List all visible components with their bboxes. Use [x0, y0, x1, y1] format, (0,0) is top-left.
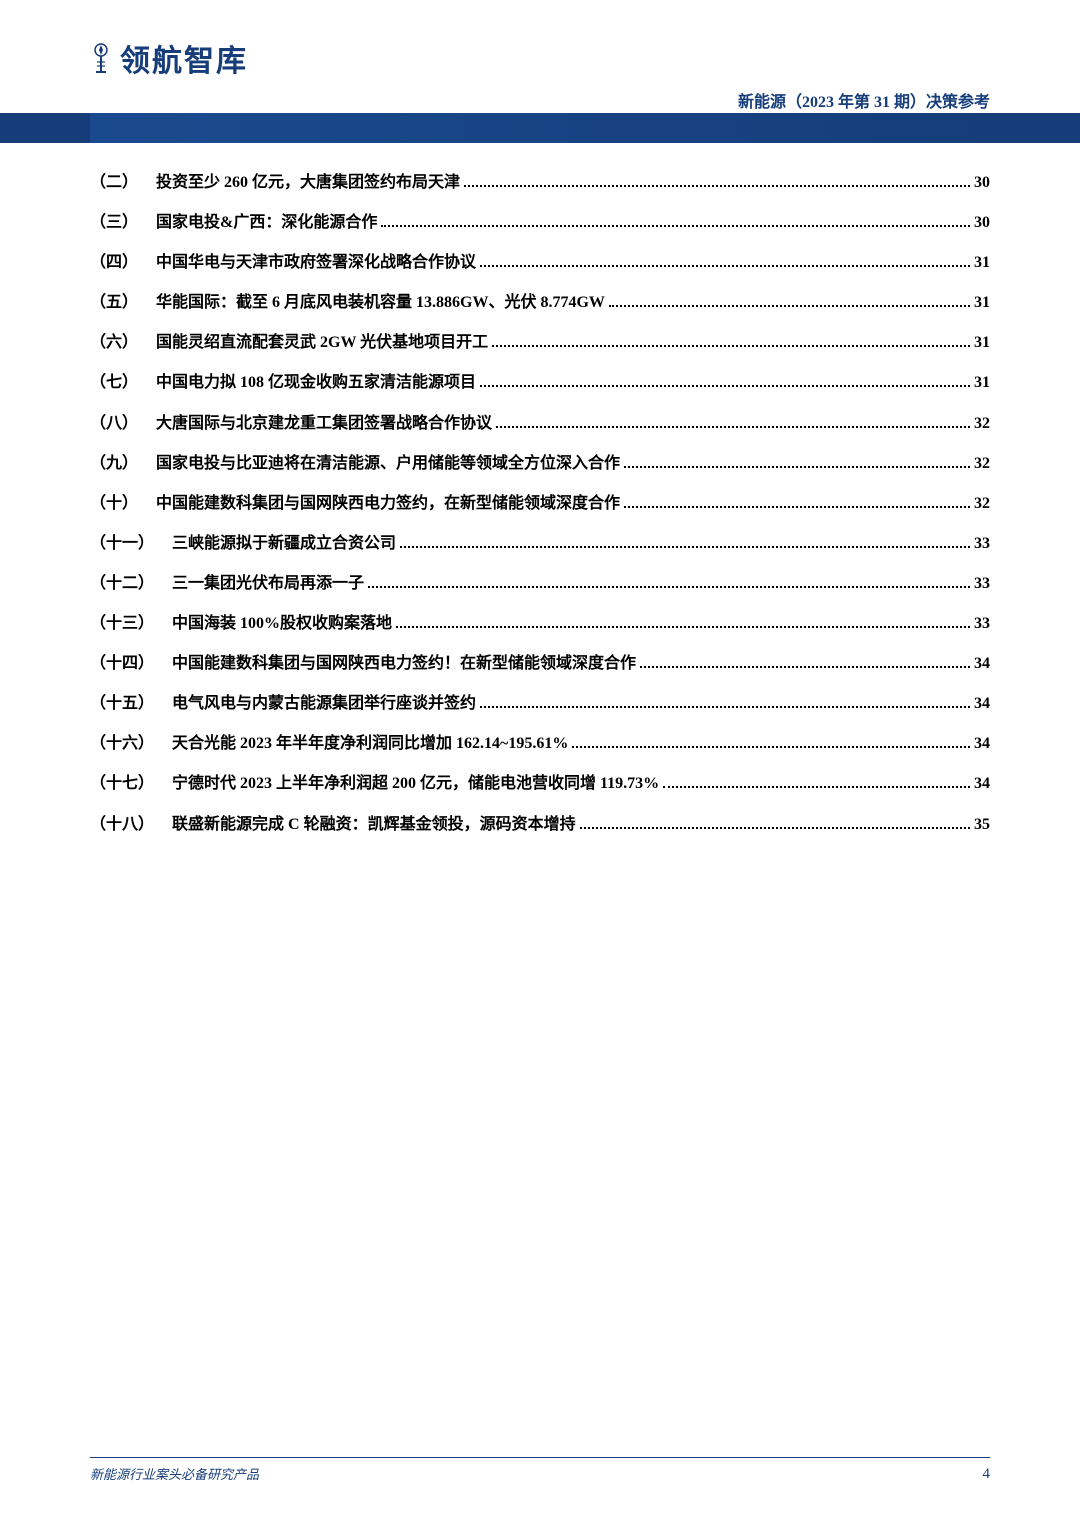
toc-entry-page: 35	[972, 812, 990, 838]
toc-leader-dots	[400, 546, 970, 548]
toc-entry-number: （十）	[90, 491, 138, 517]
toc-entry-title: 中国能建数科集团与国网陕西电力签约，在新型储能领域深度合作	[156, 491, 622, 517]
toc-entry-title: 国家电投&广西：深化能源合作	[156, 210, 379, 236]
toc-entry-number: （十七）	[90, 771, 154, 797]
toc-entry-page: 34	[972, 771, 990, 797]
toc-entry: （十一） 三峡能源拟于新疆成立合资公司 33	[90, 531, 990, 557]
toc-leader-dots	[663, 786, 970, 788]
toc-entry-number: （七）	[90, 370, 138, 396]
toc-entry-number: （十五）	[90, 691, 154, 717]
toc-entry-title: 联盛新能源完成 C 轮融资：凯辉基金领投，源码资本增持	[172, 812, 578, 838]
toc-entry-number: （九）	[90, 451, 138, 477]
toc-leader-dots	[381, 225, 970, 227]
toc-entry-page: 34	[972, 691, 990, 717]
toc-entry-page: 31	[972, 250, 990, 276]
header-banner-inner	[90, 113, 990, 143]
toc-entry-page: 30	[972, 170, 990, 196]
toc-leader-dots	[480, 385, 970, 387]
toc-entry-number: （十一）	[90, 531, 154, 557]
toc-leader-dots	[580, 827, 970, 829]
document-page: 领航智库 新能源（2023 年第 31 期）决策参考 （二） 投资至少 260 亿…	[0, 0, 1080, 1528]
toc-entry-page: 31	[972, 330, 990, 356]
toc-entry: （四） 中国华电与天津市政府签署深化战略合作协议 31	[90, 250, 990, 276]
toc-entry: （十） 中国能建数科集团与国网陕西电力签约，在新型储能领域深度合作 32	[90, 491, 990, 517]
footer-divider	[90, 1457, 990, 1458]
toc-entry: （七） 中国电力拟 108 亿现金收购五家清洁能源项目 31	[90, 370, 990, 396]
toc-entry-title: 国家电投与比亚迪将在清洁能源、户用储能等领域全方位深入合作	[156, 451, 622, 477]
toc-leader-dots	[609, 305, 970, 307]
toc-entry-number: （十三）	[90, 611, 154, 637]
table-of-contents: （二） 投资至少 260 亿元，大唐集团签约布局天津 30 （三） 国家电投&广西：深化…	[90, 170, 990, 852]
toc-entry-number: （十八）	[90, 812, 154, 838]
toc-entry: （二） 投资至少 260 亿元，大唐集团签约布局天津 30	[90, 170, 990, 196]
toc-entry: （五） 华能国际：截至 6 月底风电装机容量 13.886GW、光伏 8.774G…	[90, 290, 990, 316]
toc-leader-dots	[464, 185, 970, 187]
compass-icon	[90, 42, 112, 74]
toc-entry: （十四） 中国能建数科集团与国网陕西电力签约！在新型储能领域深度合作 34	[90, 651, 990, 677]
toc-entry-number: （十二）	[90, 571, 154, 597]
toc-entry: （十七） 宁德时代 2023 上半年净利润超 200 亿元，储能电池营收同增 11…	[90, 771, 990, 797]
document-issue-label: 新能源（2023 年第 31 期）决策参考	[738, 88, 990, 112]
toc-leader-dots	[496, 426, 970, 428]
toc-entry-number: （八）	[90, 411, 138, 437]
toc-entry-page: 32	[972, 451, 990, 477]
brand-name: 领航智库	[120, 36, 248, 80]
toc-entry: （九） 国家电投与比亚迪将在清洁能源、户用储能等领域全方位深入合作 32	[90, 451, 990, 477]
toc-entry: （六） 国能灵绍直流配套灵武 2GW 光伏基地项目开工 31	[90, 330, 990, 356]
toc-leader-dots	[492, 345, 970, 347]
toc-entry-page: 31	[972, 290, 990, 316]
toc-entry: （十八） 联盛新能源完成 C 轮融资：凯辉基金领投，源码资本增持 35	[90, 812, 990, 838]
toc-entry-title: 中国电力拟 108 亿现金收购五家清洁能源项目	[156, 370, 478, 396]
toc-entry-page: 33	[972, 571, 990, 597]
toc-leader-dots	[640, 666, 970, 668]
brand-logo: 领航智库	[90, 36, 248, 80]
toc-entry-title: 宁德时代 2023 上半年净利润超 200 亿元，储能电池营收同增 119.73…	[172, 771, 661, 797]
toc-entry-page: 33	[972, 531, 990, 557]
toc-entry-title: 三峡能源拟于新疆成立合资公司	[172, 531, 398, 557]
toc-entry-title: 华能国际：截至 6 月底风电装机容量 13.886GW、光伏 8.774GW	[156, 290, 607, 316]
toc-entry-title: 中国海装 100%股权收购案落地	[172, 611, 394, 637]
toc-entry-page: 33	[972, 611, 990, 637]
toc-entry-title: 投资至少 260 亿元，大唐集团签约布局天津	[156, 170, 462, 196]
header-banner	[0, 113, 1080, 143]
toc-entry-title: 电气风电与内蒙古能源集团举行座谈并签约	[172, 691, 478, 717]
toc-leader-dots	[572, 746, 970, 748]
toc-leader-dots	[480, 706, 970, 708]
toc-entry-number: （十六）	[90, 731, 154, 757]
toc-leader-dots	[624, 506, 970, 508]
toc-leader-dots	[480, 265, 970, 267]
toc-entry-page: 32	[972, 491, 990, 517]
toc-entry-page: 32	[972, 411, 990, 437]
toc-entry-number: （四）	[90, 250, 138, 276]
toc-entry-number: （五）	[90, 290, 138, 316]
toc-entry-title: 三一集团光伏布局再添一子	[172, 571, 366, 597]
page-number: 4	[983, 1466, 991, 1483]
toc-entry-title: 大唐国际与北京建龙重工集团签署战略合作协议	[156, 411, 494, 437]
toc-entry-number: （二）	[90, 170, 138, 196]
toc-entry-page: 31	[972, 370, 990, 396]
toc-entry-number: （三）	[90, 210, 138, 236]
toc-entry: （八） 大唐国际与北京建龙重工集团签署战略合作协议 32	[90, 411, 990, 437]
toc-entry-number: （六）	[90, 330, 138, 356]
toc-entry: （十六） 天合光能 2023 年半年度净利润同比增加 162.14~195.61%…	[90, 731, 990, 757]
toc-entry-page: 30	[972, 210, 990, 236]
toc-entry-title: 中国华电与天津市政府签署深化战略合作协议	[156, 250, 478, 276]
toc-entry-page: 34	[972, 651, 990, 677]
toc-entry: （三） 国家电投&广西：深化能源合作 30	[90, 210, 990, 236]
toc-entry-title: 天合光能 2023 年半年度净利润同比增加 162.14~195.61%	[172, 731, 570, 757]
footer-tagline: 新能源行业案头必备研究产品	[90, 1464, 259, 1483]
toc-entry: （十五） 电气风电与内蒙古能源集团举行座谈并签约 34	[90, 691, 990, 717]
toc-leader-dots	[396, 626, 970, 628]
toc-entry-number: （十四）	[90, 651, 154, 677]
toc-entry: （十二） 三一集团光伏布局再添一子 33	[90, 571, 990, 597]
toc-entry-page: 34	[972, 731, 990, 757]
toc-leader-dots	[368, 586, 970, 588]
toc-entry-title: 国能灵绍直流配套灵武 2GW 光伏基地项目开工	[156, 330, 490, 356]
toc-leader-dots	[624, 466, 970, 468]
toc-entry-title: 中国能建数科集团与国网陕西电力签约！在新型储能领域深度合作	[172, 651, 638, 677]
toc-entry: （十三） 中国海装 100%股权收购案落地 33	[90, 611, 990, 637]
